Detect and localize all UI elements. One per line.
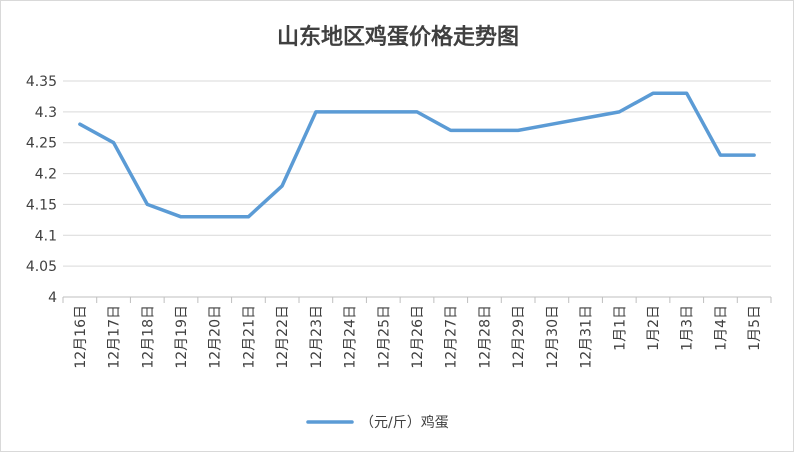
y-tick-label: 4.35 (26, 74, 57, 90)
x-tick-label: 12月19日 (174, 305, 190, 369)
x-tick-label: 12月26日 (410, 305, 426, 369)
y-tick-label: 4.2 (35, 167, 57, 183)
x-tick-label: 1月5日 (747, 305, 763, 351)
x-tick-label: 12月23日 (309, 305, 325, 369)
series-layer (78, 91, 756, 219)
x-tick-label: 12月25日 (376, 305, 392, 369)
x-tick-label: 12月27日 (444, 305, 460, 369)
x-tick-label: 12月28日 (477, 305, 493, 369)
x-tick-label: 12月29日 (511, 305, 527, 369)
x-tick-label: 1月3日 (680, 305, 696, 351)
y-tick-label: 4.15 (26, 197, 57, 213)
x-tick-label: 12月21日 (241, 305, 257, 369)
legend-label: （元/斤）鸡蛋 (360, 414, 449, 431)
chart-title: 山东地区鸡蛋价格走势图 (277, 24, 519, 50)
x-axis (62, 296, 772, 303)
y-tick-label: 4 (48, 290, 57, 306)
x-tick-label: 1月4日 (713, 305, 729, 351)
grid-lines (63, 80, 771, 298)
x-axis-ticks: 12月16日 12月17日 12月18日 12月19日 12月20日 12月21日 12月2… (73, 305, 763, 369)
x-tick-label: 12月16日 (73, 305, 89, 369)
x-tick-label: 12月30日 (545, 305, 561, 369)
x-tick-label: 12月31日 (579, 305, 595, 369)
y-tick-label: 4.3 (35, 105, 57, 121)
x-tick-label: 12月24日 (343, 305, 359, 369)
x-tick-label: 12月22日 (275, 305, 291, 369)
x-tick-label: 1月1日 (612, 305, 628, 351)
x-tick-label: 1月2日 (646, 305, 662, 351)
y-tick-label: 4.05 (26, 259, 57, 275)
y-axis-ticks: 4 4.05 4.1 4.15 4.2 4.25 4.3 4.35 (26, 74, 57, 306)
series-line (78, 91, 756, 219)
x-tick-label: 12月17日 (107, 305, 123, 369)
x-tick-label: 12月18日 (140, 305, 156, 369)
x-tick-label: 12月20日 (208, 305, 224, 369)
legend: （元/斤）鸡蛋 (306, 414, 449, 431)
y-tick-label: 4.25 (26, 136, 57, 152)
y-tick-label: 4.1 (35, 228, 57, 244)
